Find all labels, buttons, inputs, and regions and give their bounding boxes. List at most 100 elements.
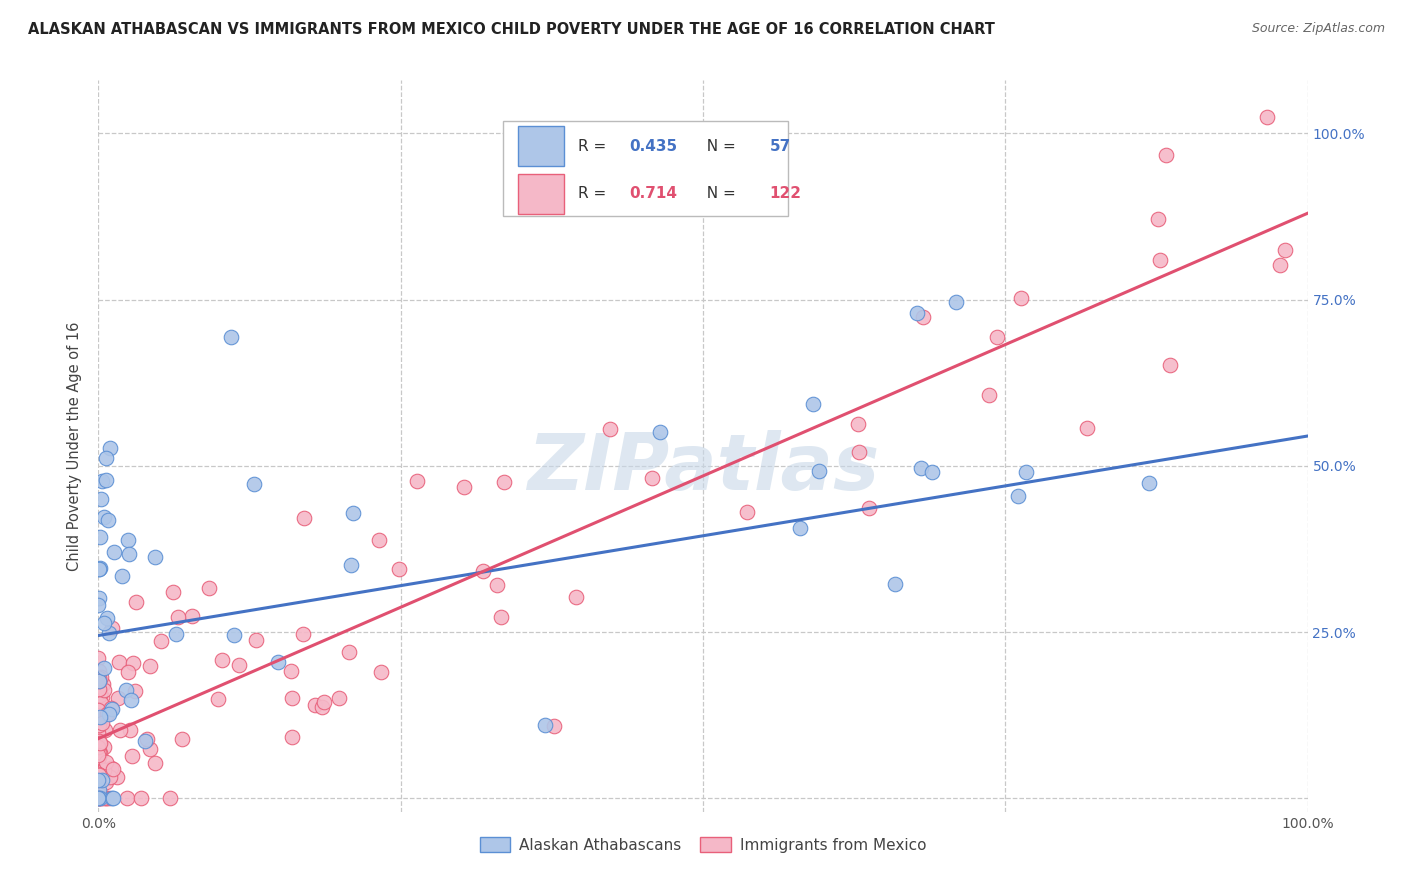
Point <box>101 621 124 635</box>
Text: 122: 122 <box>769 186 801 202</box>
Point <box>304 698 326 712</box>
Text: R =: R = <box>578 186 612 202</box>
Point <box>280 665 302 679</box>
Point <box>453 480 475 494</box>
Point <box>1256 110 1278 124</box>
Point <box>89 791 111 805</box>
Point <box>93 510 115 524</box>
Point <box>170 732 193 747</box>
Point <box>342 506 364 520</box>
Point <box>87 671 110 685</box>
Text: ALASKAN ATHABASCAN VS IMMIGRANTS FROM MEXICO CHILD POVERTY UNDER THE AGE OF 16 C: ALASKAN ATHABASCAN VS IMMIGRANTS FROM ME… <box>28 22 995 37</box>
Point <box>100 442 122 456</box>
Point <box>94 473 117 487</box>
Point <box>1137 476 1160 491</box>
Point <box>107 655 129 669</box>
Point <box>93 661 115 675</box>
Point <box>129 791 152 805</box>
Point <box>96 791 118 805</box>
Point <box>100 701 122 715</box>
Point <box>472 564 495 578</box>
Point <box>1274 243 1296 257</box>
Point <box>165 626 187 640</box>
Point <box>492 475 515 489</box>
Point <box>90 696 112 710</box>
FancyBboxPatch shape <box>517 126 564 166</box>
Point <box>114 682 136 697</box>
Point <box>94 451 117 466</box>
Point <box>848 444 870 458</box>
Point <box>97 706 120 721</box>
Point <box>87 791 110 805</box>
Point <box>489 610 512 624</box>
Point <box>87 768 110 782</box>
Text: ZIPatlas: ZIPatlas <box>527 430 879 506</box>
Point <box>222 628 245 642</box>
Point <box>90 670 112 684</box>
Point <box>89 718 111 732</box>
Point <box>91 772 114 787</box>
Point <box>90 474 112 488</box>
Point <box>921 465 943 479</box>
Point <box>125 595 148 609</box>
Point <box>122 656 145 670</box>
Text: N =: N = <box>697 186 741 202</box>
Point <box>808 464 831 478</box>
Point <box>135 731 157 746</box>
Point <box>87 725 110 739</box>
Point <box>543 719 565 733</box>
Point <box>89 736 111 750</box>
Point <box>124 684 146 698</box>
Point <box>103 545 125 559</box>
Point <box>89 746 111 760</box>
Point <box>89 710 111 724</box>
Point <box>565 590 588 604</box>
Point <box>87 562 110 576</box>
Point <box>281 730 304 744</box>
Point <box>1015 465 1038 479</box>
Point <box>87 791 110 805</box>
Point <box>87 791 110 805</box>
Point <box>89 688 111 702</box>
Point <box>96 706 118 721</box>
Point <box>599 422 621 436</box>
Point <box>1007 489 1029 503</box>
Point <box>533 717 555 731</box>
Text: R =: R = <box>578 138 612 153</box>
Point <box>159 791 181 805</box>
Point <box>986 330 1008 344</box>
Point <box>105 771 128 785</box>
Point <box>91 690 114 705</box>
Point <box>87 791 110 805</box>
Point <box>368 533 391 547</box>
Point <box>87 740 110 755</box>
Point <box>107 690 129 705</box>
Point <box>292 627 315 641</box>
Point <box>89 677 111 691</box>
Point <box>100 761 122 775</box>
Point <box>87 783 110 797</box>
Point <box>90 491 112 506</box>
Point <box>87 753 110 767</box>
Point <box>101 762 124 776</box>
Point <box>111 569 134 583</box>
Point <box>228 657 250 672</box>
Point <box>485 578 508 592</box>
Point <box>87 681 110 696</box>
Point <box>117 533 139 547</box>
Point <box>87 681 110 696</box>
Point <box>117 665 139 679</box>
Point <box>94 774 117 789</box>
Point <box>89 707 111 722</box>
Point <box>87 733 110 747</box>
Point <box>118 547 141 561</box>
Point <box>180 609 202 624</box>
Point <box>87 651 110 665</box>
Point <box>89 745 111 759</box>
Point <box>167 610 190 624</box>
Point <box>100 702 122 716</box>
Point <box>117 791 139 805</box>
Point <box>1159 358 1181 372</box>
Point <box>858 501 880 516</box>
Point <box>266 655 288 669</box>
